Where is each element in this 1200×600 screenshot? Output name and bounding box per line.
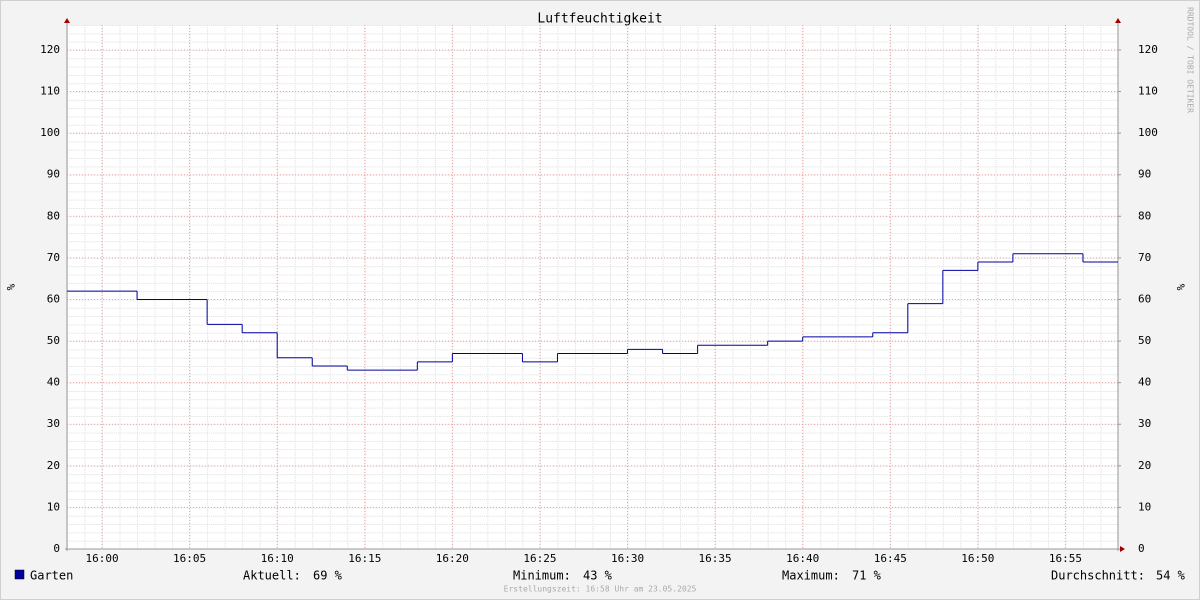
y2-tick-label: 70 — [1138, 251, 1151, 264]
y2-tick-label: 80 — [1138, 209, 1151, 222]
x-tick-label: 16:20 — [436, 552, 469, 565]
stat-value: 69 % — [313, 569, 343, 583]
x-tick-label: 16:40 — [786, 552, 819, 565]
step-riser — [136, 253, 1084, 371]
stat-label: Maximum: — [782, 569, 840, 583]
minor-grid — [67, 25, 1118, 549]
y2-tick-label: 0 — [1138, 542, 1145, 555]
y2-tick-label: 90 — [1138, 168, 1151, 181]
x-tick-label: 16:10 — [261, 552, 294, 565]
y-tick-label: 110 — [40, 85, 60, 98]
x-tick-label: 16:35 — [699, 552, 732, 565]
y-axis-label: % — [4, 284, 17, 291]
watermark: RRDTOOL / TOBI OETIKER — [1186, 7, 1195, 113]
stat-value: 54 % — [1156, 569, 1186, 583]
y-tick-label: 50 — [47, 334, 60, 347]
x-tick-label: 16:45 — [874, 552, 907, 565]
y2-tick-label: 10 — [1138, 500, 1151, 513]
stat-label: Aktuell: — [243, 569, 301, 583]
x-tick-label: 16:55 — [1049, 552, 1082, 565]
y-tick-label: 100 — [40, 126, 60, 139]
y-tick-label: 20 — [47, 459, 60, 472]
y2-tick-label: 100 — [1138, 126, 1158, 139]
y-tick-label: 0 — [53, 542, 60, 555]
footer: Erstellungszeit: 16:58 Uhr am 23.05.2025 — [504, 585, 697, 594]
y-tick-label: 120 — [40, 43, 60, 56]
x-tick-label: 16:30 — [611, 552, 644, 565]
y-tick-label: 30 — [47, 417, 60, 430]
y-tick-label: 10 — [47, 500, 60, 513]
axis-arrow — [1120, 546, 1125, 552]
chart-title: Luftfeuchtigkeit — [537, 12, 662, 27]
y-tick-label: 70 — [47, 251, 60, 264]
y2-tick-label: 120 — [1138, 43, 1158, 56]
y2-tick-label: 40 — [1138, 376, 1151, 389]
y-tick-label: 40 — [47, 376, 60, 389]
y-tick-label: 60 — [47, 292, 60, 305]
y-tick-label: 90 — [47, 168, 60, 181]
x-tick-label: 16:15 — [348, 552, 381, 565]
y-tick-label: 80 — [47, 209, 60, 222]
y2-tick-label: 20 — [1138, 459, 1151, 472]
y2-tick-label: 60 — [1138, 292, 1151, 305]
stat-label: Durchschnitt: — [1051, 569, 1145, 583]
x-tick-label: 16:00 — [85, 552, 118, 565]
stat-value: 43 % — [583, 569, 613, 583]
x-tick-label: 16:50 — [961, 552, 994, 565]
y2-tick-label: 50 — [1138, 334, 1151, 347]
y2-tick-label: 110 — [1138, 85, 1158, 98]
stat-label: Minimum: — [513, 569, 571, 583]
axis-arrow — [64, 18, 70, 23]
legend-swatch — [14, 569, 25, 580]
y2-axis-label: % — [1174, 284, 1187, 291]
stat-value: 71 % — [852, 569, 882, 583]
x-tick-label: 16:05 — [173, 552, 206, 565]
y2-tick-label: 30 — [1138, 417, 1151, 430]
legend-label: Garten — [30, 569, 73, 583]
axis-arrow — [1115, 18, 1121, 23]
x-tick-label: 16:25 — [523, 552, 556, 565]
